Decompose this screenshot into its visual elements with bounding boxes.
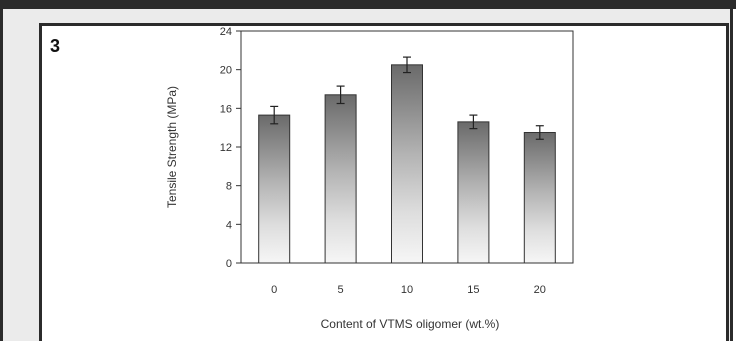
bar bbox=[258, 114, 291, 264]
x-tick-label: 5 bbox=[338, 284, 344, 296]
figure-number: 3 bbox=[50, 36, 61, 56]
top-border-strip bbox=[0, 0, 736, 9]
y-axis-title: Tensile Strength (MPa) bbox=[165, 86, 179, 208]
bar bbox=[324, 94, 357, 264]
figure-inner-frame bbox=[39, 23, 729, 341]
x-tick-label: 10 bbox=[401, 284, 413, 296]
y-tick-label: 0 bbox=[226, 258, 232, 270]
x-tick-label: 20 bbox=[534, 284, 546, 296]
y-tick-label: 8 bbox=[226, 181, 232, 193]
bar bbox=[391, 64, 423, 264]
x-tick-label: 15 bbox=[467, 284, 479, 296]
plot-area: 0 4 8 12 16 20 24 0 5 10 15 20 bbox=[220, 26, 574, 296]
bar bbox=[457, 121, 490, 264]
x-tick-label: 0 bbox=[271, 284, 277, 296]
figure-panel bbox=[0, 9, 733, 341]
x-axis-title: Content of VTMS oligomer (wt.%) bbox=[321, 317, 500, 331]
y-tick-label: 20 bbox=[220, 65, 232, 77]
y-tick-label: 16 bbox=[220, 103, 232, 115]
y-tick-label: 24 bbox=[220, 26, 232, 38]
y-tick-label: 4 bbox=[226, 219, 232, 231]
y-tick-label: 12 bbox=[220, 142, 232, 154]
bar bbox=[523, 132, 556, 264]
